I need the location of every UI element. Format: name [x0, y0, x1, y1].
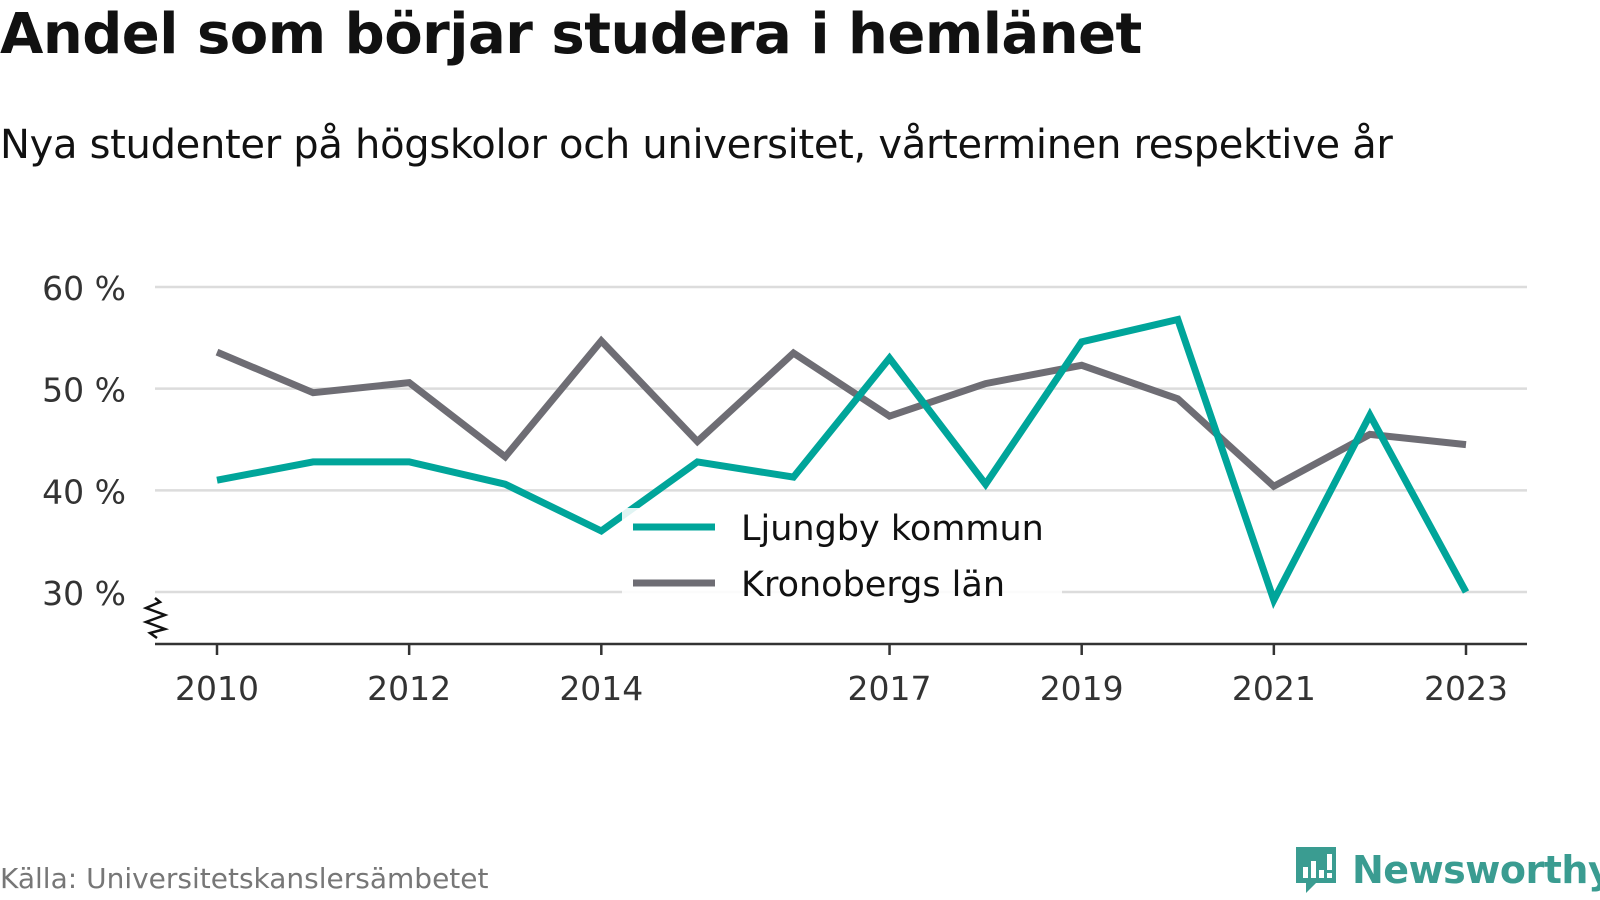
series-line-kronobergs-l-n	[215, 335, 1467, 491]
x-tick-label: 2010	[175, 669, 259, 708]
y-tick-label: 30 %	[42, 574, 126, 613]
y-axis-ticks: 30 % 40 % 50 % 60 %	[42, 269, 126, 613]
chart-subtitle: Nya studenter på högskolor och universit…	[0, 122, 1393, 168]
y-tick-label: 40 %	[42, 472, 126, 511]
x-tick-label: 2019	[1040, 669, 1124, 708]
legend: Ljungby kommun Kronobergs län	[622, 508, 1062, 605]
axis-break-icon	[142, 597, 170, 640]
y-tick-label: 60 %	[42, 269, 126, 308]
legend-label: Ljungby kommun	[741, 509, 1044, 549]
brand-name: Newsworthy	[1352, 848, 1600, 892]
x-tick-label: 2012	[367, 669, 451, 708]
series-line-ljungby-kommun	[216, 315, 1470, 609]
y-tick-label: 50 %	[42, 371, 126, 410]
newsworthy-logo-icon	[1296, 847, 1336, 893]
brand-logo: Newsworthy	[1292, 842, 1600, 898]
x-axis: 2010 2012 2014 2017 2019 2021 2023	[142, 597, 1527, 708]
source-note: Källa: Universitetskanslersämbetet	[0, 862, 489, 895]
legend-label: Kronobergs län	[741, 565, 1005, 605]
x-tick-label: 2021	[1232, 669, 1316, 708]
line-chart: 30 % 40 % 50 % 60 % 2010 2012 2014 2017 2019 202…	[42, 269, 1527, 708]
x-tick-label: 2017	[848, 669, 932, 708]
x-tick-label: 2014	[559, 669, 643, 708]
series-lines	[215, 315, 1470, 609]
x-tick-label: 2023	[1424, 669, 1508, 708]
chart-title: Andel som börjar studera i hemlänet	[0, 2, 1142, 67]
